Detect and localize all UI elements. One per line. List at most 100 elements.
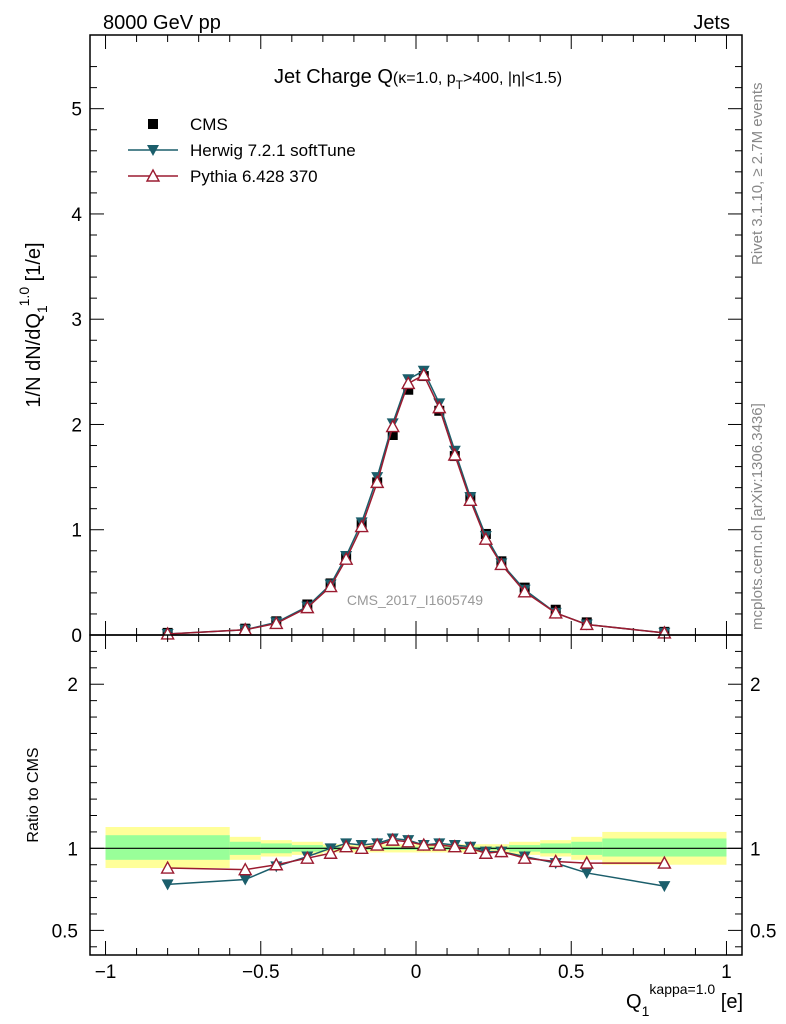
ratio-series-pythia-6-428-370 bbox=[160, 832, 672, 876]
ratio-y-tick-label-left: 0.5 bbox=[52, 921, 78, 942]
band-inner-8 bbox=[602, 838, 727, 857]
svg-text:1/N dN/dQ11.0 [1/e]: 1/N dN/dQ11.0 [1/e] bbox=[16, 242, 50, 407]
legend-entry: Pythia 6.428 370 bbox=[128, 167, 318, 186]
ratio-point bbox=[401, 834, 416, 848]
main-point bbox=[432, 400, 447, 414]
rivet-label: Rivet 3.1.10, ≥ 2.7M events bbox=[749, 83, 766, 266]
ratio-point bbox=[432, 837, 447, 851]
ratio-point bbox=[354, 840, 369, 855]
legend-marker bbox=[147, 145, 159, 156]
ylabel-post: [1/e] bbox=[23, 242, 45, 286]
title-cut-pre: (κ=1.0, p bbox=[393, 70, 456, 87]
main-point bbox=[385, 419, 400, 433]
main-y-tick-label: 1 bbox=[71, 521, 82, 542]
title-main: Jet Charge Q bbox=[274, 66, 393, 88]
ratio-point bbox=[463, 840, 478, 855]
ratio-point bbox=[338, 839, 354, 853]
ratio-point bbox=[657, 855, 672, 869]
ratio-point bbox=[416, 837, 431, 851]
ratio-point bbox=[239, 874, 252, 886]
legend-label: Pythia 6.428 370 bbox=[190, 167, 318, 186]
ratio-point bbox=[517, 850, 532, 864]
main-point bbox=[323, 579, 338, 593]
main-point bbox=[338, 551, 354, 565]
ratio-point bbox=[447, 839, 462, 853]
ratio-point bbox=[160, 860, 175, 874]
ratio-point bbox=[494, 844, 509, 858]
ylabel-sub: 1 bbox=[34, 305, 50, 313]
main-frame bbox=[89, 34, 743, 636]
header-left: 8000 GeV pp bbox=[103, 12, 221, 34]
legend: CMS Herwig 7.2.1 softTune Pythia 6.428 370 bbox=[128, 115, 356, 186]
main-line bbox=[167, 373, 665, 635]
main-point bbox=[517, 584, 532, 598]
ratio-point bbox=[658, 881, 671, 893]
main-point bbox=[354, 519, 369, 533]
chart-title: Jet Charge Q(κ=1.0, pT>400, |η|<1.5) bbox=[274, 66, 562, 92]
legend-marker bbox=[148, 119, 158, 129]
ratio-point bbox=[548, 853, 563, 868]
ratio-frame bbox=[89, 634, 743, 956]
legend-marker bbox=[145, 168, 161, 182]
main-y-tick-label: 2 bbox=[71, 415, 82, 436]
ratio-point bbox=[579, 855, 594, 869]
title-cut-sub: T bbox=[456, 78, 464, 92]
xlabel-sup: kappa=1.0 bbox=[649, 981, 715, 997]
ratio-y-tick-label-left: 2 bbox=[67, 675, 78, 696]
legend-label: Herwig 7.2.1 softTune bbox=[190, 141, 356, 160]
main-point bbox=[401, 375, 416, 390]
main-panel: 0 1 2 3 4 5 bbox=[71, 34, 743, 647]
main-point bbox=[463, 492, 478, 506]
ratio-point bbox=[580, 867, 593, 879]
main-point bbox=[403, 384, 414, 395]
main-point bbox=[416, 367, 431, 381]
title-cut-post: >400, |η|<1.5) bbox=[463, 70, 562, 87]
ylabel-pre: 1/N dN/dQ bbox=[23, 313, 45, 407]
legend-entry: CMS bbox=[148, 115, 228, 134]
ratio-y-tick-label-right: 1 bbox=[750, 839, 761, 860]
xlabel-post: [e] bbox=[715, 991, 743, 1013]
main-point bbox=[478, 531, 494, 545]
main-point bbox=[387, 430, 398, 440]
main-y-tick-label: 4 bbox=[71, 205, 82, 226]
main-y-tick-label: 0 bbox=[71, 626, 82, 647]
legend-entry: Herwig 7.2.1 softTune bbox=[128, 141, 356, 160]
ratio-point bbox=[385, 832, 400, 846]
main-y-tick-label: 5 bbox=[71, 100, 82, 121]
main-point bbox=[494, 557, 509, 571]
main-point bbox=[579, 617, 594, 631]
band-inner-0 bbox=[105, 835, 230, 860]
main-point bbox=[300, 600, 315, 614]
ratio-point bbox=[478, 845, 494, 859]
x-tick-label: 0 bbox=[411, 962, 422, 983]
x-tick-label: −0.5 bbox=[242, 962, 280, 983]
x-tick-label: 0.5 bbox=[558, 962, 584, 983]
ratio-point bbox=[323, 845, 338, 859]
main-y-tick-label: 3 bbox=[71, 310, 82, 331]
mcplots-label: mcplots.cern.ch [arXiv:1306.3436] bbox=[749, 403, 766, 630]
main-point bbox=[447, 447, 462, 461]
x-axis-label: Q1 kappa=1.0 [e] bbox=[626, 981, 743, 1019]
main-point bbox=[269, 615, 284, 630]
xlabel-sub: 1 bbox=[642, 1003, 650, 1019]
ratio-y-tick-label-left: 1 bbox=[67, 839, 78, 860]
x-tick-label: −1 bbox=[95, 962, 117, 983]
header-right: Jets bbox=[693, 12, 730, 34]
analysis-watermark: CMS_2017_I1605749 bbox=[347, 592, 483, 608]
y-axis-label-top: 1/N dN/dQ11.0 [1/e] bbox=[16, 242, 50, 407]
main-series-pythia-6-428-370 bbox=[160, 367, 672, 640]
ratio-point bbox=[238, 862, 253, 876]
ratio-point bbox=[370, 837, 385, 851]
ylabel-sup: 1.0 bbox=[16, 287, 32, 307]
legend-label: CMS bbox=[190, 115, 228, 134]
ratio-point bbox=[269, 857, 284, 871]
ratio-y-tick-label-right: 2 bbox=[750, 675, 761, 696]
ratio-y-tick-label-right: 0.5 bbox=[750, 921, 776, 942]
xlabel-pre: Q bbox=[626, 991, 642, 1013]
main-point bbox=[548, 605, 563, 619]
x-tick-label: 1 bbox=[721, 962, 732, 983]
ratio-panel: −1 −0.5 0 0.5 1 0.5 0.5 1 1 2 2 bbox=[52, 634, 776, 983]
ratio-point bbox=[300, 850, 315, 864]
ratio-bands bbox=[105, 827, 727, 869]
